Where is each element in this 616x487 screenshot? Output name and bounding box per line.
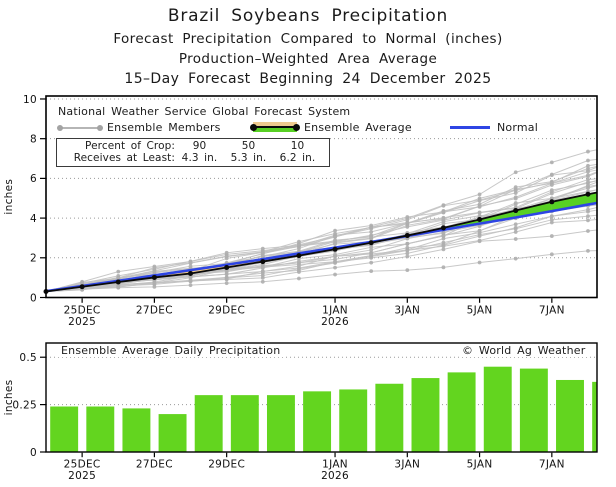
- svg-text:7JAN: 7JAN: [539, 459, 565, 471]
- normal-legend-swatch: [450, 126, 490, 129]
- bar-y-axis-label: inches: [3, 380, 15, 416]
- svg-text:1JAN: 1JAN: [322, 304, 348, 316]
- page-subtitle-3: 15–Day Forecast Beginning 24 December 20…: [124, 71, 492, 87]
- gray-line-icon: [58, 127, 102, 129]
- ensemble-members: [44, 149, 598, 294]
- crop-row-value: 4.3 in.: [181, 152, 218, 165]
- svg-text:1JAN: 1JAN: [322, 459, 348, 471]
- svg-text:0.25: 0.25: [12, 399, 37, 411]
- crop-row-value: 50: [241, 140, 256, 152]
- ensemble-average-legend-swatch: [250, 122, 300, 133]
- svg-text:4: 4: [30, 213, 37, 225]
- svg-text:7JAN: 7JAN: [539, 304, 565, 316]
- bar-6JAN: [519, 368, 548, 452]
- svg-text:27DEC: 27DEC: [136, 304, 173, 316]
- bar-27DEC: [158, 414, 187, 452]
- svg-text:2026: 2026: [321, 470, 349, 482]
- svg-text:2026: 2026: [321, 316, 349, 328]
- bar-chart-title: Ensemble Average Daily Precipitation: [58, 344, 284, 357]
- crop-row-label: Receives at Least:: [73, 152, 175, 165]
- ensemble-average-line: [43, 191, 598, 295]
- page-subtitle-1: Forecast Precipitation Compared to Norma…: [113, 31, 503, 47]
- svg-text:3JAN: 3JAN: [394, 459, 420, 471]
- svg-text:0: 0: [30, 292, 37, 304]
- bar-25DEC: [86, 406, 115, 452]
- bar-3JAN: [411, 378, 440, 452]
- crop-box-row: Receives at Least: 4.3 in. 5.3 in. 6.2 i…: [59, 152, 327, 164]
- daily-precip-bars: [50, 366, 597, 452]
- page-subtitle-2: Production–Weighted Area Average: [178, 51, 438, 67]
- crop-box-row: Percent of Crop: 90 50 10: [59, 140, 327, 152]
- svg-text:5JAN: 5JAN: [467, 459, 493, 471]
- average-line-icon: [253, 126, 297, 129]
- gray-dot-icon: [57, 124, 63, 131]
- svg-text:27DEC: 27DEC: [136, 459, 173, 471]
- svg-text:5JAN: 5JAN: [467, 304, 493, 316]
- ensemble-members-legend-label: Ensemble Members: [107, 121, 221, 134]
- bar-8JAN: [592, 381, 597, 452]
- svg-text:3JAN: 3JAN: [394, 304, 420, 316]
- page-title: Brazil Soybeans Precipitation: [167, 6, 449, 26]
- svg-text:0.5: 0.5: [19, 352, 37, 364]
- bar-1JAN: [339, 389, 368, 452]
- svg-text:25DEC: 25DEC: [64, 304, 101, 316]
- bar-29DEC: [230, 395, 259, 452]
- bar-24DEC: [50, 406, 79, 452]
- black-dot-icon: [250, 124, 257, 131]
- svg-text:10: 10: [23, 94, 37, 106]
- bar-26DEC: [122, 408, 151, 452]
- bar-31DEC: [303, 391, 332, 452]
- above-normal-band-icon: [253, 128, 297, 133]
- ensemble-members-legend-swatch: [57, 124, 103, 131]
- normal-legend-label: Normal: [497, 121, 538, 134]
- bar-4JAN: [447, 372, 476, 452]
- source-label: National Weather Service Global Forecast…: [58, 105, 351, 118]
- bar-28DEC: [194, 395, 223, 452]
- svg-text:29DEC: 29DEC: [208, 304, 245, 316]
- svg-text:29DEC: 29DEC: [208, 459, 245, 471]
- below-normal-band-icon: [253, 122, 297, 126]
- crop-row-label: Percent of Crop:: [85, 140, 175, 152]
- bar-7JAN: [556, 379, 584, 452]
- svg-text:0: 0: [30, 447, 37, 459]
- svg-text:2025: 2025: [68, 316, 96, 328]
- percent-of-crop-box: Percent of Crop: 90 50 10 Receives at Le…: [56, 138, 330, 168]
- bar-5JAN: [483, 366, 512, 452]
- svg-text:6: 6: [30, 173, 37, 185]
- black-dot-icon: [293, 124, 300, 131]
- svg-text:2: 2: [30, 253, 37, 265]
- svg-text:2025: 2025: [68, 470, 96, 482]
- plot-frames: [45, 95, 598, 453]
- crop-row-value: 90: [192, 140, 207, 152]
- crop-row-value: 6.2 in.: [279, 152, 316, 165]
- watermark: © World Ag Weather: [459, 344, 589, 357]
- crop-row-value: 5.3 in.: [230, 152, 267, 165]
- bar-30DEC: [266, 395, 295, 452]
- ensemble-average-legend-label: Ensemble Average: [304, 121, 412, 134]
- bar-2JAN: [375, 383, 404, 452]
- crop-row-value: 10: [290, 140, 305, 152]
- svg-text:8: 8: [30, 133, 37, 145]
- svg-text:25DEC: 25DEC: [64, 459, 101, 471]
- main-y-axis-label: inches: [3, 179, 15, 215]
- gray-dot-icon: [97, 124, 103, 131]
